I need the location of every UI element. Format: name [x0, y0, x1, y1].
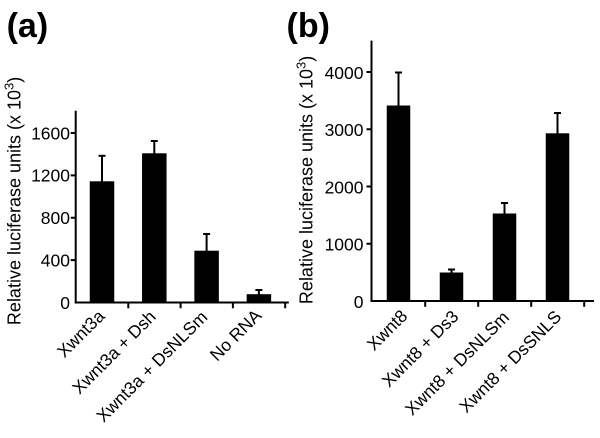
svg-text:4000: 4000: [325, 63, 364, 83]
svg-text:Relative luciferase units (x 1: Relative luciferase units (x 103): [2, 77, 25, 325]
svg-text:(a): (a): [7, 7, 49, 45]
svg-text:1200: 1200: [31, 166, 70, 186]
svg-text:Relative luciferase units (x 1: Relative luciferase units (x 103): [294, 56, 317, 304]
svg-text:800: 800: [41, 208, 70, 228]
svg-text:400: 400: [41, 250, 70, 270]
svg-text:(b): (b): [287, 7, 330, 45]
svg-text:0: 0: [60, 293, 70, 313]
svg-text:3000: 3000: [325, 120, 364, 140]
svg-text:2000: 2000: [325, 177, 364, 197]
svg-text:1000: 1000: [325, 235, 364, 255]
svg-text:0: 0: [354, 292, 364, 312]
svg-text:1600: 1600: [31, 123, 70, 143]
